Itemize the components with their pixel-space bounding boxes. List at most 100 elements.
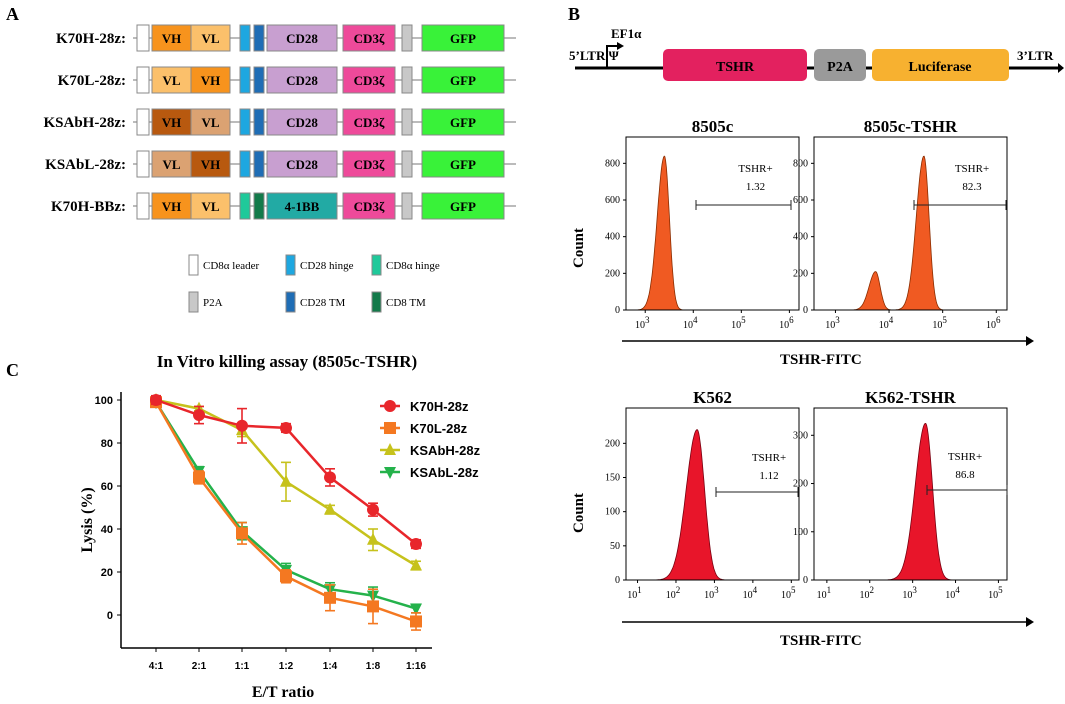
legend-swatch bbox=[285, 254, 296, 276]
data-point bbox=[324, 591, 336, 604]
y-tick-label: 80 bbox=[101, 438, 113, 450]
x-tick-base: 10 bbox=[860, 590, 870, 601]
costim-box bbox=[266, 108, 338, 136]
legend-label: CD28 TM bbox=[300, 297, 346, 309]
hinge-box bbox=[239, 108, 251, 136]
y-tick-label: 100 bbox=[605, 507, 620, 518]
series-ksabh-28z bbox=[150, 393, 422, 571]
vector-3ltr: 3’LTR bbox=[1017, 48, 1054, 63]
y-tick-label: 400 bbox=[793, 232, 808, 243]
vector-promoter: EF1α bbox=[611, 26, 642, 41]
legend-swatch bbox=[188, 291, 199, 313]
legend-label: K70H-28z bbox=[410, 399, 469, 414]
chart-title: In Vitro killing assay (8505c-TSHR) bbox=[157, 352, 417, 371]
signal-label: CD3ζ bbox=[354, 157, 385, 172]
x-tick-exponent: 6 bbox=[789, 315, 794, 325]
y-tick-label: 150 bbox=[605, 473, 620, 484]
x-tick-exponent: 3 bbox=[645, 315, 650, 325]
promoter-arrow-head bbox=[617, 42, 624, 50]
hist-bottom-xlabel: TSHR-FITC bbox=[780, 633, 862, 649]
y-tick-label: 300 bbox=[793, 430, 808, 441]
x-tick-label: 101 bbox=[817, 585, 832, 601]
x-tick-base: 10 bbox=[743, 590, 753, 601]
domain-2-box bbox=[190, 66, 231, 94]
signal-label: CD3ζ bbox=[354, 115, 385, 130]
construct-name: K70H-28z: bbox=[56, 31, 126, 47]
vector-reporter: Luciferase bbox=[909, 60, 972, 75]
legend-swatch bbox=[371, 254, 382, 276]
data-point bbox=[410, 558, 422, 571]
domain-1-label: VL bbox=[162, 157, 180, 172]
y-tick-label: 60 bbox=[101, 481, 113, 493]
hist-top-ylabel: Count bbox=[571, 228, 587, 268]
domain-1-box bbox=[151, 192, 192, 220]
x-tick-exponent: 5 bbox=[791, 585, 796, 595]
x-tick-label: 106 bbox=[986, 315, 1001, 331]
histogram-frame bbox=[625, 407, 800, 581]
construct-row: K70L-28z: VL VH CD28 CD3ζ GFP bbox=[58, 66, 516, 94]
construct-name: KSAbH-28z: bbox=[44, 115, 127, 131]
data-point bbox=[410, 603, 422, 616]
costim-box bbox=[266, 66, 338, 94]
domain-2-box bbox=[190, 150, 231, 178]
costim-label: CD28 bbox=[286, 157, 318, 172]
domain-2-box bbox=[190, 24, 231, 52]
data-point bbox=[410, 615, 422, 628]
reporter-box bbox=[421, 192, 505, 220]
histogram-title: 8505c-TSHR bbox=[864, 117, 958, 136]
gate-value: 1.12 bbox=[759, 470, 778, 482]
y-tick-label: 0 bbox=[107, 610, 113, 622]
x-tick-base: 10 bbox=[879, 320, 889, 331]
reporter-label: GFP bbox=[450, 73, 476, 88]
hist-top-xlabel: TSHR-FITC bbox=[780, 352, 862, 368]
x-tick-label: 1:4 bbox=[323, 661, 338, 672]
tm-box bbox=[253, 150, 265, 178]
x-tick-label: 104 bbox=[683, 315, 698, 331]
signal-box bbox=[342, 150, 396, 178]
domain-1-label: VH bbox=[162, 199, 182, 214]
data-point bbox=[324, 502, 336, 515]
domain-2-label: VL bbox=[201, 115, 219, 130]
series-k70h-28z bbox=[150, 394, 422, 551]
y-tick-label: 800 bbox=[793, 158, 808, 169]
gate-label: TSHR+ bbox=[752, 452, 786, 464]
domain-2-label: VH bbox=[201, 157, 221, 172]
x-tick-label: 2:1 bbox=[192, 661, 207, 672]
x-tick-label: 103 bbox=[825, 315, 840, 331]
legend-label: CD28 hinge bbox=[300, 260, 354, 272]
construct-name: KSAbL-28z: bbox=[45, 157, 126, 173]
x-tick-base: 10 bbox=[781, 590, 791, 601]
gate-value: 1.32 bbox=[746, 181, 765, 193]
x-tick-label: 1:2 bbox=[279, 661, 294, 672]
domain-1-label: VL bbox=[162, 73, 180, 88]
signal-label: CD3ζ bbox=[354, 31, 385, 46]
x-tick-label: 1:16 bbox=[406, 661, 426, 672]
reporter-box bbox=[421, 108, 505, 136]
p2a-box bbox=[401, 66, 413, 94]
legend-entry: K70H-28z bbox=[380, 399, 469, 414]
costim-box bbox=[266, 192, 338, 220]
vector-linker: P2A bbox=[827, 60, 854, 75]
y-tick-label: 0 bbox=[615, 575, 620, 586]
data-point bbox=[384, 422, 396, 434]
hist-bottom-ylabel: Count bbox=[571, 493, 587, 533]
data-point bbox=[384, 443, 396, 455]
x-tick-base: 10 bbox=[825, 320, 835, 331]
x-tick-label: 105 bbox=[988, 585, 1003, 601]
legend-label: CD8α hinge bbox=[386, 260, 440, 272]
domain-2-label: VL bbox=[201, 199, 219, 214]
legend-swatch bbox=[371, 291, 382, 313]
vector-arrowhead bbox=[1058, 63, 1064, 73]
data-point bbox=[236, 527, 248, 540]
leader-box bbox=[136, 24, 150, 52]
vector-5ltr: 5’LTR Ψ bbox=[569, 48, 620, 63]
gate-value: 82.3 bbox=[962, 181, 982, 193]
y-tick-label: 100 bbox=[793, 527, 808, 538]
x-tick-base: 10 bbox=[683, 320, 693, 331]
histogram-frame bbox=[813, 136, 1008, 311]
x-tick-exponent: 2 bbox=[676, 585, 681, 595]
x-tick-label: 103 bbox=[902, 585, 917, 601]
